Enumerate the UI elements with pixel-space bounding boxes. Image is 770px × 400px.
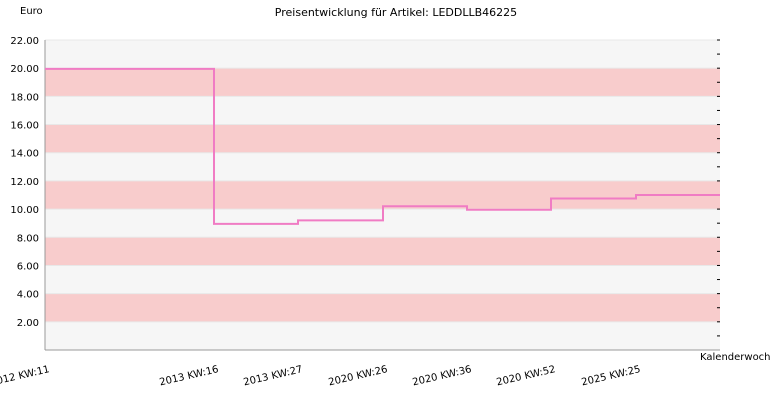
grid-band bbox=[45, 180, 720, 210]
x-tick-label-group: 2020 KW:36 bbox=[412, 364, 473, 388]
x-tick-label-group: 2020 KW:52 bbox=[496, 364, 557, 388]
y-tick-label: 8.00 bbox=[17, 233, 39, 244]
x-tick-label: 2025 KW:25 bbox=[581, 364, 642, 388]
x-tick-labels: 2012 KW:11 2013 KW:16 2013 KW:27 2020 KW:26… bbox=[0, 364, 642, 388]
y-tick-label: 6.00 bbox=[17, 261, 39, 272]
grid-band bbox=[45, 293, 720, 322]
x-tick-label-group: 2013 KW:27 bbox=[243, 364, 304, 388]
grid-band bbox=[45, 68, 720, 97]
grid-lines bbox=[45, 39, 720, 323]
y-tick-label: 20.00 bbox=[10, 64, 39, 75]
x-tick-label: 2020 KW:52 bbox=[496, 364, 557, 388]
grid-bands bbox=[45, 68, 720, 322]
y-tick-labels: 2.00 4.00 6.00 8.00 10.00 12.00 14.00 16.00 18.0… bbox=[10, 36, 39, 329]
x-tick-label-group: 2020 KW:26 bbox=[328, 364, 389, 388]
x-tick-label-group: 2013 KW:16 bbox=[159, 364, 220, 388]
x-tick-label: 2013 KW:16 bbox=[159, 364, 220, 388]
y-tick-label: 2.00 bbox=[17, 318, 39, 329]
x-tick-label-group: 2025 KW:25 bbox=[581, 364, 642, 388]
x-tick-label: 2012 KW:11 bbox=[0, 364, 51, 388]
grid-band bbox=[45, 124, 720, 153]
grid-band bbox=[45, 237, 720, 266]
y-tick-label: 12.00 bbox=[10, 177, 39, 188]
x-axis-label: Kalenderwoche bbox=[700, 352, 770, 363]
y-tick-label: 18.00 bbox=[10, 92, 39, 103]
series-line bbox=[45, 67, 720, 225]
y-axis-label: Euro bbox=[20, 6, 43, 17]
y-tick-label: 10.00 bbox=[10, 205, 39, 216]
y-tick-label: 16.00 bbox=[10, 121, 39, 132]
y-tick-label: 4.00 bbox=[17, 290, 39, 301]
y-tick-label: 14.00 bbox=[10, 149, 39, 160]
right-axis-ticks bbox=[717, 39, 720, 337]
x-tick-label-group: 2012 KW:11 bbox=[0, 364, 51, 388]
x-tick-label: 2020 KW:26 bbox=[328, 364, 389, 388]
y-tick-label: 22.00 bbox=[10, 36, 39, 47]
chart-title: Preisentwicklung für Artikel: LEDDLLB462… bbox=[275, 6, 517, 19]
x-tick-label: 2020 KW:36 bbox=[412, 364, 473, 388]
x-tick-label: 2013 KW:27 bbox=[243, 364, 304, 388]
